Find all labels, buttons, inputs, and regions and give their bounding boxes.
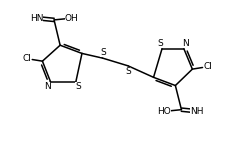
Text: NH: NH <box>191 107 204 116</box>
Text: S: S <box>100 48 106 58</box>
Text: Cl: Cl <box>22 54 31 63</box>
Text: HN: HN <box>30 13 43 23</box>
Text: Cl: Cl <box>204 62 213 71</box>
Text: S: S <box>75 82 81 91</box>
Text: N: N <box>183 39 189 48</box>
Text: S: S <box>125 66 131 76</box>
Text: S: S <box>157 39 163 48</box>
Text: N: N <box>44 82 51 91</box>
Text: OH: OH <box>65 13 78 23</box>
Text: HO: HO <box>157 107 171 116</box>
